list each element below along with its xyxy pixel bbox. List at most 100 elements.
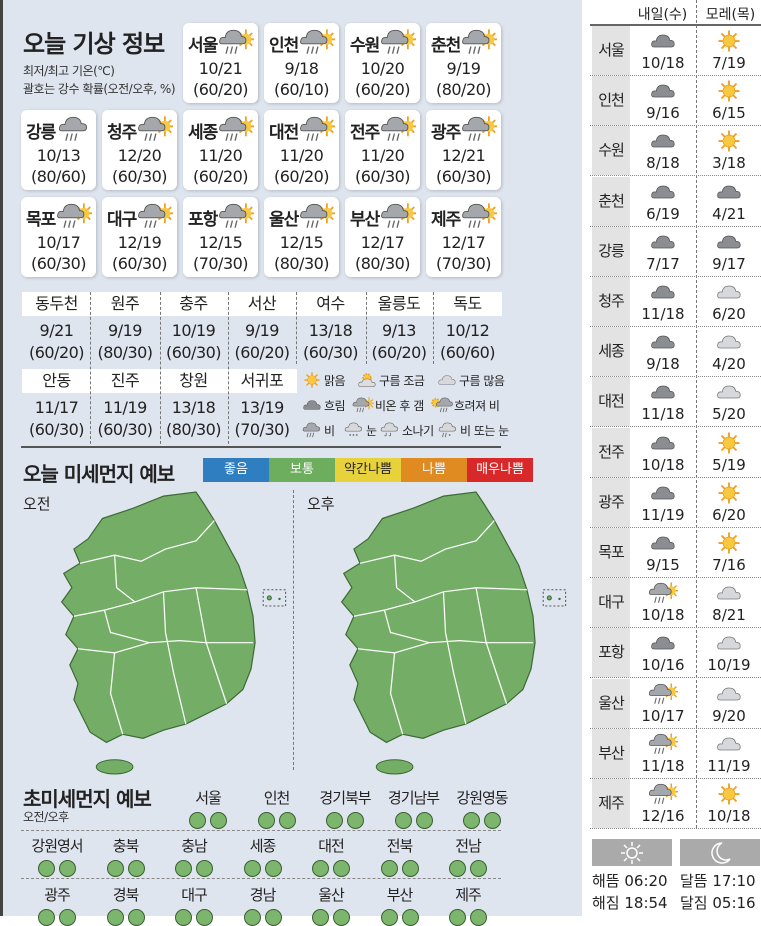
cloud-icon bbox=[648, 631, 678, 655]
cloud-sleet-icon bbox=[437, 420, 459, 440]
region-name: 경남 bbox=[249, 886, 277, 904]
forecast-row: 인천 9/16 6/15 bbox=[590, 76, 761, 127]
precip-probability: (60/20) bbox=[273, 167, 330, 186]
region-item: 경기북부 bbox=[310, 787, 380, 829]
sun-icon bbox=[714, 79, 744, 103]
sun-icon bbox=[714, 29, 744, 53]
city-name: 대구 bbox=[107, 210, 137, 230]
tomorrow-temp: 7/17 bbox=[646, 254, 680, 273]
city-card: 강릉 10/13 (80/60) bbox=[21, 110, 96, 190]
row-divider bbox=[21, 878, 501, 879]
city-name: 전주 bbox=[350, 123, 380, 143]
column-divider bbox=[366, 292, 367, 364]
city-column: 여수 13/18 (60/30) bbox=[296, 292, 365, 364]
forecast-row: 춘천 6/19 4/21 bbox=[590, 176, 761, 227]
tomorrow-temp: 10/18 bbox=[641, 606, 685, 625]
precip-probability: (60/30) bbox=[165, 343, 222, 362]
city-card: 포항 12/15 (70/30) bbox=[183, 197, 258, 277]
region-name: 충북 bbox=[112, 837, 140, 855]
cloud-rain-sun-icon bbox=[218, 201, 254, 231]
column-divider bbox=[696, 0, 697, 828]
temperature: 12/17 bbox=[360, 233, 405, 252]
tomorrow-temp: 10/18 bbox=[641, 455, 685, 474]
region-item: 충북 bbox=[91, 835, 161, 877]
legend-label: 흐려져 비 bbox=[454, 398, 500, 413]
tomorrow-temp: 10/18 bbox=[641, 54, 685, 72]
forecast-row: 부산 11/18 11/19 bbox=[590, 728, 761, 779]
cloud-rain-sun-icon bbox=[380, 27, 416, 57]
moon-icon bbox=[711, 842, 731, 864]
city-column: 원주 9/19 (80/30) bbox=[90, 292, 160, 364]
cloud-icon bbox=[648, 129, 678, 153]
temperature: 13/19 bbox=[240, 398, 284, 417]
pm-level-dot bbox=[347, 812, 364, 829]
legend-label: 구름 조금 bbox=[379, 373, 425, 388]
tomorrow-temp: 6/19 bbox=[646, 204, 680, 223]
temperature: 10/17 bbox=[36, 233, 81, 252]
city-values: 12/20 (60/30) bbox=[102, 145, 177, 187]
precip-probability: (60/20) bbox=[192, 80, 249, 99]
pm-level-dot bbox=[127, 909, 145, 926]
temperature: 11/19 bbox=[103, 398, 147, 417]
city-values: 10/17 (60/30) bbox=[21, 232, 96, 274]
am-level-dot bbox=[189, 812, 206, 829]
temperature: 10/20 bbox=[360, 59, 405, 78]
precip-probability: (70/30) bbox=[192, 254, 249, 273]
pm-level-dot bbox=[333, 860, 350, 877]
temperature: 12/20 bbox=[117, 146, 162, 165]
temperature: 13/18 bbox=[308, 321, 353, 340]
sun-cloud-icon bbox=[356, 370, 378, 390]
am-level-dot bbox=[463, 812, 480, 829]
city-name: 진주 bbox=[90, 369, 160, 393]
am-level-dot bbox=[449, 909, 466, 926]
forecast-row: 대구 10/18 8/21 bbox=[590, 578, 761, 629]
am-level-dot bbox=[326, 812, 343, 829]
city-name: 부산 bbox=[350, 210, 380, 230]
cloud-rain-sun-icon bbox=[137, 114, 173, 144]
city-name: 대구 bbox=[592, 578, 630, 628]
city-column: 서귀포 13/19 (70/30) bbox=[227, 369, 297, 441]
cloud-icon bbox=[648, 531, 678, 555]
city-name: 울산 bbox=[592, 678, 630, 728]
am-level-dot bbox=[106, 909, 124, 926]
precip-probability: (60/20) bbox=[28, 343, 85, 362]
city-values: 12/15 (70/30) bbox=[183, 232, 258, 274]
city-card: 춘천 9/19 (80/20) bbox=[426, 23, 501, 103]
column-divider bbox=[296, 292, 297, 364]
temperature: 11/20 bbox=[360, 146, 405, 165]
region-name: 광주 bbox=[44, 886, 71, 904]
temperature: 9/19 bbox=[245, 321, 279, 340]
city-name: 전주 bbox=[592, 427, 630, 477]
city-values: 11/20 (60/20) bbox=[264, 145, 339, 187]
precip-probability: (60/30) bbox=[97, 420, 153, 439]
city-card: 부산 12/17 (80/30) bbox=[345, 197, 420, 277]
forecast-row: 울산 10/17 9/20 bbox=[590, 678, 761, 729]
temperature: 12/21 bbox=[441, 146, 486, 165]
forecast-row: 전주 10/18 5/19 bbox=[590, 427, 761, 478]
city-name: 대전 bbox=[592, 377, 630, 427]
precip-note: 괄호는 강수 확률(오전/오후, %) bbox=[23, 82, 176, 96]
temperature: 11/20 bbox=[198, 146, 243, 165]
city-values: 12/17 (70/30) bbox=[426, 232, 501, 274]
pm-level-dot bbox=[210, 812, 227, 829]
cloud-rain-sun-icon bbox=[461, 201, 497, 231]
forecast-row: 세종 9/18 4/20 bbox=[590, 327, 761, 378]
city-name: 제주 bbox=[431, 210, 461, 230]
city-column: 동두천 9/21 (60/20) bbox=[22, 292, 91, 364]
ultrafine-sub: 오전/오후 bbox=[23, 810, 69, 824]
precip-probability: (60/20) bbox=[192, 167, 249, 186]
legend-item: 비온 후 갬 bbox=[352, 395, 424, 415]
pm-level-dot bbox=[278, 812, 296, 829]
city-card: 전주 11/20 (60/30) bbox=[345, 110, 420, 190]
cloud-rain-sun-icon bbox=[299, 114, 335, 144]
day-after-temp: 11/19 bbox=[707, 756, 751, 775]
precip-probability: (60/30) bbox=[28, 420, 85, 439]
am-level-dot bbox=[394, 812, 412, 829]
temperature: 9/19 bbox=[446, 59, 481, 78]
city-name: 수원 bbox=[350, 36, 380, 56]
city-card: 청주 12/20 (60/30) bbox=[102, 110, 177, 190]
pm-level-dot bbox=[196, 909, 213, 926]
am-level-dot bbox=[380, 860, 398, 877]
region-item: 울산 bbox=[296, 884, 366, 926]
city-name: 원주 bbox=[90, 292, 160, 316]
